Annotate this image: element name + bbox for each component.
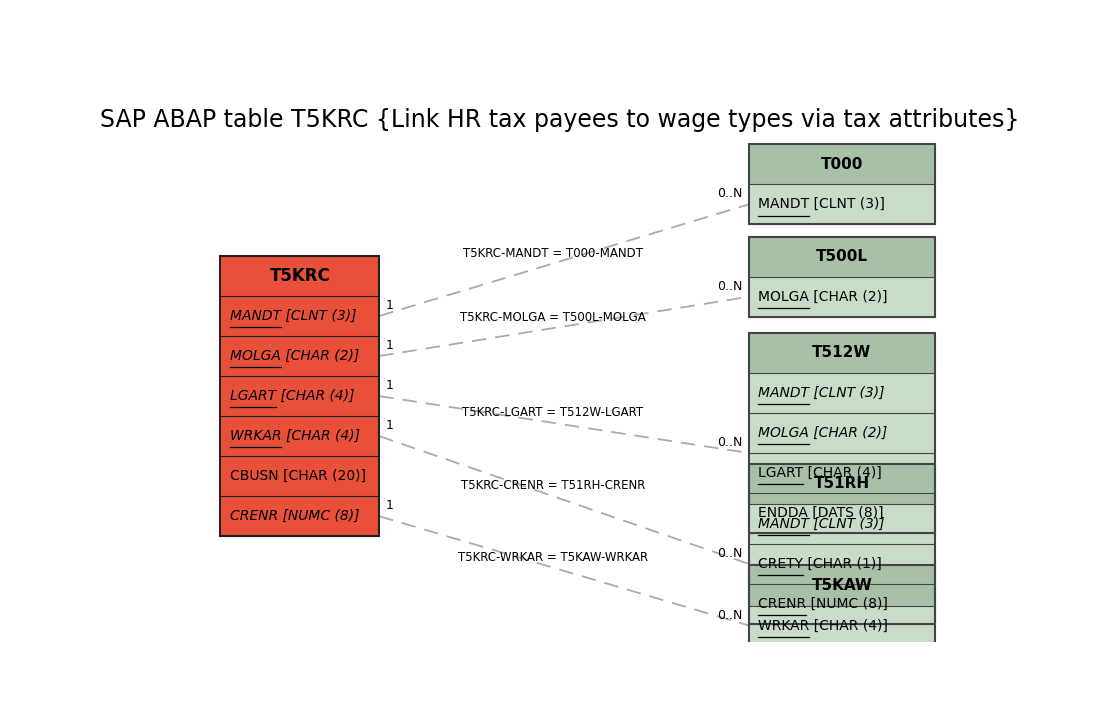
Text: MOLGA [CHAR (2)]: MOLGA [CHAR (2)] [759, 426, 888, 440]
Bar [749, 373, 935, 413]
Bar [221, 496, 379, 536]
Text: T5KRC-LGART = T512W-LGART: T5KRC-LGART = T512W-LGART [462, 406, 644, 419]
Text: T000: T000 [821, 156, 863, 172]
Bar [221, 336, 379, 376]
Bar [749, 413, 935, 453]
Text: SAP ABAP table T5KRC {Link HR tax payees to wage types via tax attributes}: SAP ABAP table T5KRC {Link HR tax payees… [101, 108, 1020, 132]
Bar [749, 333, 935, 373]
Text: ENDDA [DATS (8)]: ENDDA [DATS (8)] [759, 506, 883, 520]
Text: T5KRC-WRKAR = T5KAW-WRKAR: T5KRC-WRKAR = T5KAW-WRKAR [458, 551, 648, 564]
Bar [749, 185, 935, 224]
Text: 1: 1 [386, 379, 393, 392]
Bar [221, 416, 379, 456]
Text: LGART [CHAR (4)]: LGART [CHAR (4)] [230, 389, 354, 403]
Bar [749, 236, 935, 277]
Bar [749, 584, 935, 624]
Bar [221, 256, 379, 296]
Bar [221, 376, 379, 416]
Text: T512W: T512W [812, 345, 871, 360]
Bar [749, 144, 935, 185]
Bar [221, 256, 379, 536]
Bar [749, 493, 935, 533]
Text: LGART [CHAR (4)]: LGART [CHAR (4)] [759, 466, 882, 480]
Text: T5KRC: T5KRC [269, 267, 330, 285]
Bar [749, 236, 935, 317]
Text: 1: 1 [386, 500, 393, 513]
Bar [749, 464, 935, 504]
Bar [749, 606, 935, 645]
Text: CRETY [CHAR (1)]: CRETY [CHAR (1)] [759, 557, 882, 571]
Text: MOLGA [CHAR (2)]: MOLGA [CHAR (2)] [759, 290, 888, 304]
Text: T5KRC-CRENR = T51RH-CRENR: T5KRC-CRENR = T51RH-CRENR [461, 479, 645, 492]
Text: 0..N: 0..N [717, 547, 742, 560]
Bar [749, 544, 935, 584]
Text: CBUSN [CHAR (20)]: CBUSN [CHAR (20)] [230, 469, 366, 483]
Text: MANDT [CLNT (3)]: MANDT [CLNT (3)] [230, 309, 356, 323]
Text: 0..N: 0..N [717, 436, 742, 449]
Text: MANDT [CLNT (3)]: MANDT [CLNT (3)] [759, 198, 885, 211]
Text: WRKAR [CHAR (4)]: WRKAR [CHAR (4)] [759, 619, 888, 632]
Bar [221, 456, 379, 496]
Text: 0..N: 0..N [717, 280, 742, 293]
Text: 1: 1 [386, 299, 393, 312]
Text: MOLGA [CHAR (2)]: MOLGA [CHAR (2)] [230, 349, 359, 363]
Text: 0..N: 0..N [717, 187, 742, 200]
Text: MANDT [CLNT (3)]: MANDT [CLNT (3)] [759, 517, 884, 531]
Bar [749, 565, 935, 606]
Bar [749, 144, 935, 224]
Bar [749, 504, 935, 544]
Bar [749, 453, 935, 493]
Text: T51RH: T51RH [814, 477, 870, 491]
Text: CRENR [NUMC (8)]: CRENR [NUMC (8)] [759, 597, 888, 611]
Text: 0..N: 0..N [717, 609, 742, 622]
Bar [749, 333, 935, 533]
Bar [749, 464, 935, 624]
Text: 1: 1 [386, 339, 393, 352]
Bar [221, 296, 379, 336]
Text: T5KAW: T5KAW [811, 578, 872, 593]
Text: CRENR [NUMC (8)]: CRENR [NUMC (8)] [230, 509, 360, 523]
Text: T5KRC-MOLGA = T500L-MOLGA: T5KRC-MOLGA = T500L-MOLGA [460, 311, 646, 324]
Text: T5KRC-MANDT = T000-MANDT: T5KRC-MANDT = T000-MANDT [463, 247, 643, 260]
Bar [749, 277, 935, 317]
Bar [749, 565, 935, 645]
Text: T500L: T500L [815, 249, 868, 264]
Text: MANDT [CLNT (3)]: MANDT [CLNT (3)] [759, 386, 884, 400]
Text: 1: 1 [386, 419, 393, 433]
Text: WRKAR [CHAR (4)]: WRKAR [CHAR (4)] [230, 429, 360, 443]
